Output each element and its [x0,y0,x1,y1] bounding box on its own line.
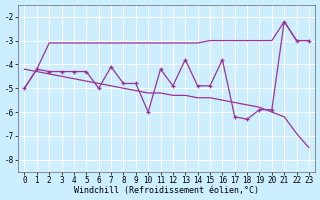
X-axis label: Windchill (Refroidissement éolien,°C): Windchill (Refroidissement éolien,°C) [74,186,259,195]
